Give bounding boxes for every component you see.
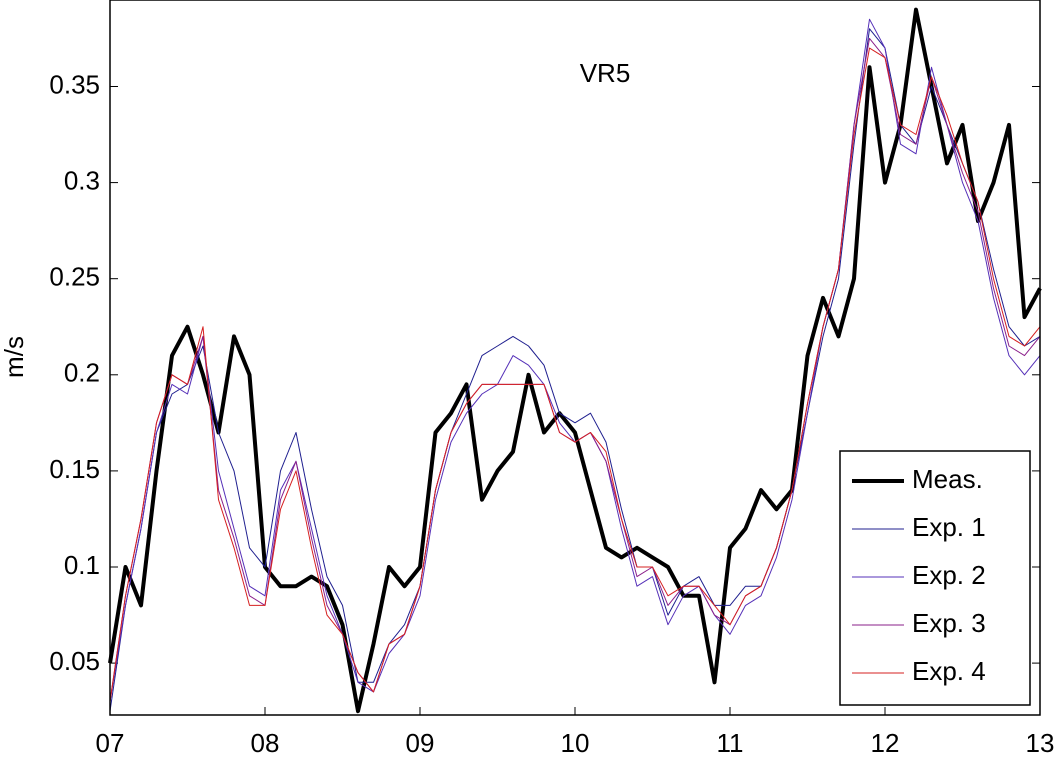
legend-label: Meas. — [912, 464, 983, 494]
y-tick-label: 0.05 — [49, 646, 100, 676]
y-axis-label: m/s — [0, 336, 29, 378]
chart-title: VR5 — [580, 58, 631, 88]
y-tick-label: 0.25 — [49, 262, 100, 292]
plot-frame — [109, 0, 1041, 716]
x-tick-label: 09 — [406, 728, 435, 758]
legend-label: Exp. 4 — [912, 656, 986, 686]
series-line — [109, 47, 1041, 702]
y-tick-label: 0.35 — [49, 69, 100, 99]
y-tick-label: 0.3 — [64, 165, 100, 195]
legend-label: Exp. 2 — [912, 560, 986, 590]
x-tick-label: 08 — [251, 728, 280, 758]
legend-box — [839, 450, 1031, 706]
y-tick-label: 0.2 — [64, 358, 100, 388]
x-tick-label: 10 — [561, 728, 590, 758]
x-tick-label: 13 — [1026, 728, 1055, 758]
x-tick-label: 12 — [871, 728, 900, 758]
y-tick-label: 0.15 — [49, 454, 100, 484]
x-tick-label: 07 — [96, 728, 125, 758]
legend-label: Exp. 1 — [912, 512, 986, 542]
legend-label: Exp. 3 — [912, 608, 986, 638]
y-tick-label: 0.1 — [64, 550, 100, 580]
x-tick-label: 11 — [717, 728, 744, 758]
